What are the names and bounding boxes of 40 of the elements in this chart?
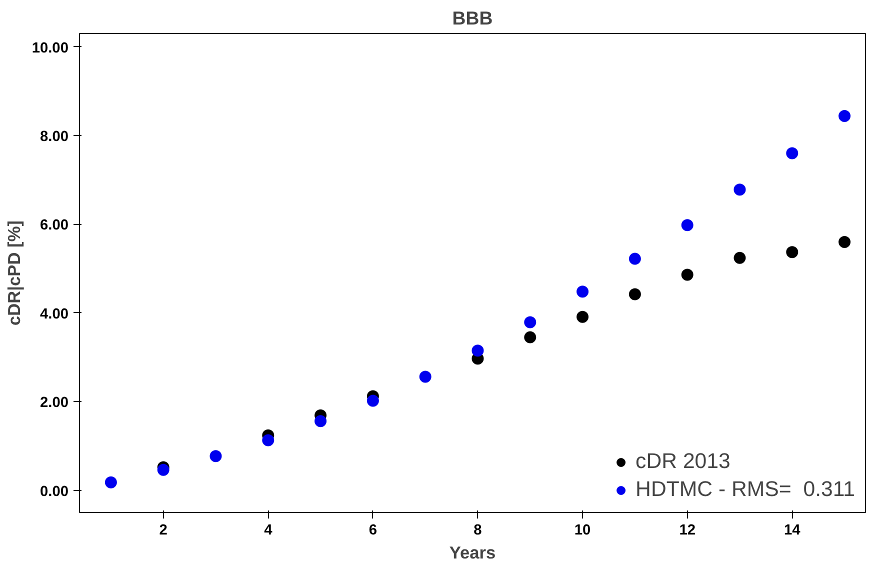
point: [210, 450, 222, 462]
x-tick-label: 6: [368, 522, 378, 538]
point: [838, 236, 851, 248]
point: [524, 316, 536, 328]
point: [681, 219, 694, 232]
x-tick-label: 14: [784, 522, 802, 538]
y-tick-label: 2.00: [40, 395, 69, 412]
point: [419, 370, 432, 383]
point: [576, 286, 589, 298]
legend-label: HDTMC - RMS= 0.311: [636, 477, 855, 502]
x-tick-label: 12: [679, 522, 696, 538]
point: [734, 184, 746, 196]
legend-label: cDR 2013: [636, 449, 730, 474]
y-tick-label: 10.00: [32, 40, 69, 56]
x-tick-label: 10: [574, 522, 591, 538]
x-tick-label: 8: [474, 522, 482, 538]
y-axis-title: cDR|cPD [%]: [4, 220, 24, 326]
point: [157, 464, 170, 476]
y-tick-label: 6.00: [40, 218, 69, 234]
point: [262, 434, 274, 446]
y-tick-label: 8.00: [40, 129, 69, 146]
chart-title: BBB: [452, 8, 493, 28]
point: [838, 110, 851, 122]
point: [314, 415, 327, 428]
point: [681, 268, 694, 281]
point: [524, 331, 536, 344]
x-tick-label: 4: [264, 522, 274, 538]
point: [576, 310, 589, 323]
point: [628, 288, 641, 300]
point: [786, 246, 798, 258]
point: [472, 344, 484, 357]
point: [734, 252, 746, 264]
point: [366, 394, 379, 407]
point: [104, 476, 117, 488]
point: [628, 252, 641, 265]
point: [786, 147, 798, 160]
x-tick-label: 2: [159, 522, 168, 538]
y-tick-label: 4.00: [40, 306, 69, 322]
x-axis-title: Years: [449, 542, 496, 562]
y-tick-label: 0.00: [40, 484, 69, 500]
